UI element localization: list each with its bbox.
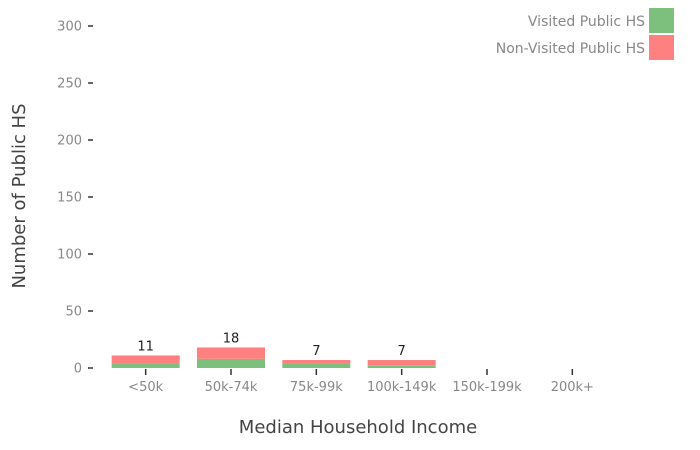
- bar-series-group: [111, 347, 436, 368]
- x-tick-label: <50k: [128, 380, 163, 395]
- y-axis-title: Number of Public HS: [9, 103, 30, 288]
- bar-non-visited: [367, 360, 436, 366]
- bar-non-visited: [282, 360, 351, 364]
- x-tick-label: 100k-149k: [367, 380, 437, 395]
- y-tick-label: 50: [65, 305, 82, 320]
- bar-visited: [367, 365, 436, 368]
- y-tick-label: 150: [57, 191, 82, 206]
- y-tick-label: 100: [57, 248, 82, 263]
- legend-label: Non-Visited Public HS: [496, 41, 645, 57]
- data-labels: 11 18 7 7: [137, 331, 405, 359]
- x-tick-label: 50k-74k: [205, 380, 258, 395]
- bar-visited: [111, 363, 180, 368]
- bar-non-visited: [197, 347, 265, 359]
- legend: Visited Public HS Non-Visited Public HS: [496, 8, 674, 60]
- bar-non-visited: [111, 355, 180, 364]
- x-tick-label: 75k-99k: [290, 380, 343, 395]
- bar-total-label: 11: [137, 339, 154, 354]
- bar-total-label: 7: [312, 344, 320, 359]
- legend-swatch: [649, 35, 674, 60]
- y-tick-label: 300: [57, 20, 82, 35]
- y-tick-label: 250: [57, 77, 82, 92]
- bar-visited: [282, 363, 351, 368]
- bar-visited: [197, 358, 265, 368]
- x-axis: <50k 50k-74k 75k-99k 100k-149k 150k-199k 200k…: [128, 369, 594, 395]
- y-tick-label: 0: [74, 362, 82, 377]
- x-tick-label: 200k+: [551, 380, 594, 395]
- y-tick-label: 200: [57, 134, 82, 149]
- legend-label: Visited Public HS: [528, 14, 645, 30]
- legend-swatch: [649, 8, 674, 33]
- x-axis-title: Median Household Income: [239, 417, 477, 438]
- bar-total-label: 18: [223, 331, 240, 346]
- y-axis: 0 50 100 150 200 250 300: [57, 20, 93, 377]
- bar-total-label: 7: [398, 344, 406, 359]
- x-tick-label: 150k-199k: [452, 380, 522, 395]
